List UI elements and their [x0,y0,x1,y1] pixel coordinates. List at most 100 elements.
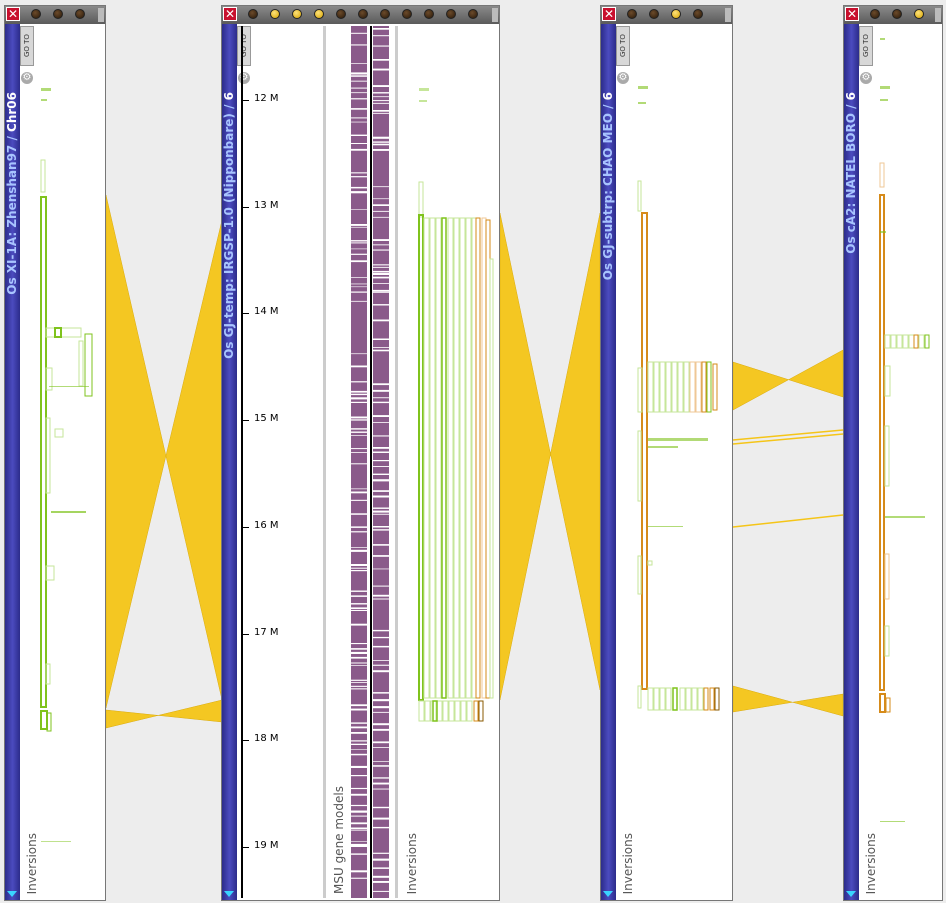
gene-gap [351,240,367,242]
scroll-down-icon[interactable] [603,891,613,897]
toggle-dot-icon[interactable] [892,9,902,19]
gene-gap [351,870,367,873]
gene-gap [351,277,367,278]
gene-gap [351,87,367,89]
gene-gap [373,858,389,861]
toggle-dot-icon[interactable] [336,9,346,19]
toggle-dot-icon[interactable] [380,9,390,19]
gene-gap [351,172,367,174]
gear-icon[interactable]: ⚙ [21,72,33,84]
panel-sidebar: Os GJ-subtrp: CHAO MEO / 6 [601,24,616,900]
panel-scroll-tab[interactable] [98,8,104,22]
gene-gap [373,747,389,748]
gene-gap [373,645,389,648]
genome-panel-4[interactable]: ✕ Os cA2: NATEL BORO / 6 GO TO ⚙ [843,5,943,901]
track-label: Inversions [864,832,878,894]
gene-gap [351,416,367,419]
toggle-dot-icon[interactable] [248,9,258,19]
gene-gap [351,564,367,566]
gene-gap [373,555,389,557]
gene-gap [351,810,367,813]
gene-gap [373,216,389,218]
gene-gap [373,777,389,779]
gene-gap [373,283,389,284]
gene-gap [351,679,367,681]
gene-gap [351,732,367,734]
gene-gap [351,643,367,645]
toggle-dot-icon[interactable] [75,9,85,19]
gene-models-track [351,26,398,898]
toggle-dot-icon[interactable] [270,9,280,19]
panel-toolbar: ✕ [5,6,105,24]
toggle-dot-icon[interactable] [446,9,456,19]
track-label: Inversions [25,832,39,894]
panel-scroll-tab[interactable] [935,8,941,22]
toggle-dot-icon[interactable] [468,9,478,19]
toggle-dot-icon[interactable] [693,9,703,19]
gene-gap [373,249,389,251]
close-icon[interactable]: ✕ [845,7,859,21]
gene-gap [373,867,389,869]
gene-gap [373,495,389,498]
scroll-down-icon[interactable] [224,891,234,897]
toggle-dot-icon[interactable] [914,9,924,19]
gene-gap [373,568,389,570]
gene-gap [351,463,367,465]
gene-gap [351,260,367,263]
genome-panel-3[interactable]: ✕ Os GJ-subtrp: CHAO MEO / 6 GO TO ⚙ [600,5,733,901]
inversion-track [879,38,930,822]
toggle-dot-icon[interactable] [53,9,63,19]
toggle-dot-icon[interactable] [627,9,637,19]
close-icon[interactable]: ✕ [223,7,237,21]
gene-gap [351,209,367,210]
gene-gap [351,567,367,569]
toggle-dot-icon[interactable] [671,9,681,19]
ruler-tick-label: 17 M [254,626,279,638]
panel-scroll-tab[interactable] [492,8,498,22]
gene-gap [351,607,367,609]
toggle-dot-icon[interactable] [649,9,659,19]
gene-gap [351,224,367,226]
gene-gap [373,629,389,632]
gene-gap [373,741,389,744]
gene-gap [351,841,367,842]
gene-gap [351,72,367,75]
inversion-ribbon [732,349,844,411]
gear-icon[interactable]: ⚙ [860,72,872,84]
gene-gap [351,590,367,592]
gene-gap [351,846,367,847]
close-icon[interactable]: ✕ [6,7,20,21]
panel-scroll-tab[interactable] [725,8,731,22]
toggle-dot-icon[interactable] [402,9,412,19]
gene-gap [351,242,367,244]
toggle-dot-icon[interactable] [31,9,41,19]
gene-gap [373,447,389,449]
gene-gap [351,108,367,110]
toggle-dot-icon[interactable] [424,9,434,19]
genome-panel-2[interactable]: ✕ Os GJ-temp: IRGSP-1.0 (Nipponbare) / 6… [221,5,500,901]
scroll-down-icon[interactable] [846,891,856,897]
gene-gap [351,570,367,572]
gene-gap [373,186,389,188]
toggle-dot-icon[interactable] [292,9,302,19]
scroll-down-icon[interactable] [7,891,17,897]
gear-icon[interactable]: ⚙ [617,72,629,84]
ruler-tick-label: 12 M [254,93,279,104]
synteny-line [732,514,844,528]
gene-gap [373,510,389,513]
synteny-line [732,429,844,441]
gene-gap [351,665,367,666]
genome-panel-1[interactable]: ✕ Os XI-1A: Zhenshan97 / Chr06 GO TO ⚙ [4,5,106,901]
gene-gap [373,544,389,546]
toggle-dot-icon[interactable] [358,9,368,19]
gene-gap [351,623,367,626]
toggle-dot-icon[interactable] [314,9,324,19]
gene-gap [351,300,367,302]
gene-gap [351,291,367,293]
gene-gap [373,723,389,726]
gene-gap [351,787,367,790]
toggle-dot-icon[interactable] [870,9,880,19]
inversion-ribbon [105,194,223,709]
close-icon[interactable]: ✕ [602,7,616,21]
inversion-ribbon [499,212,601,701]
